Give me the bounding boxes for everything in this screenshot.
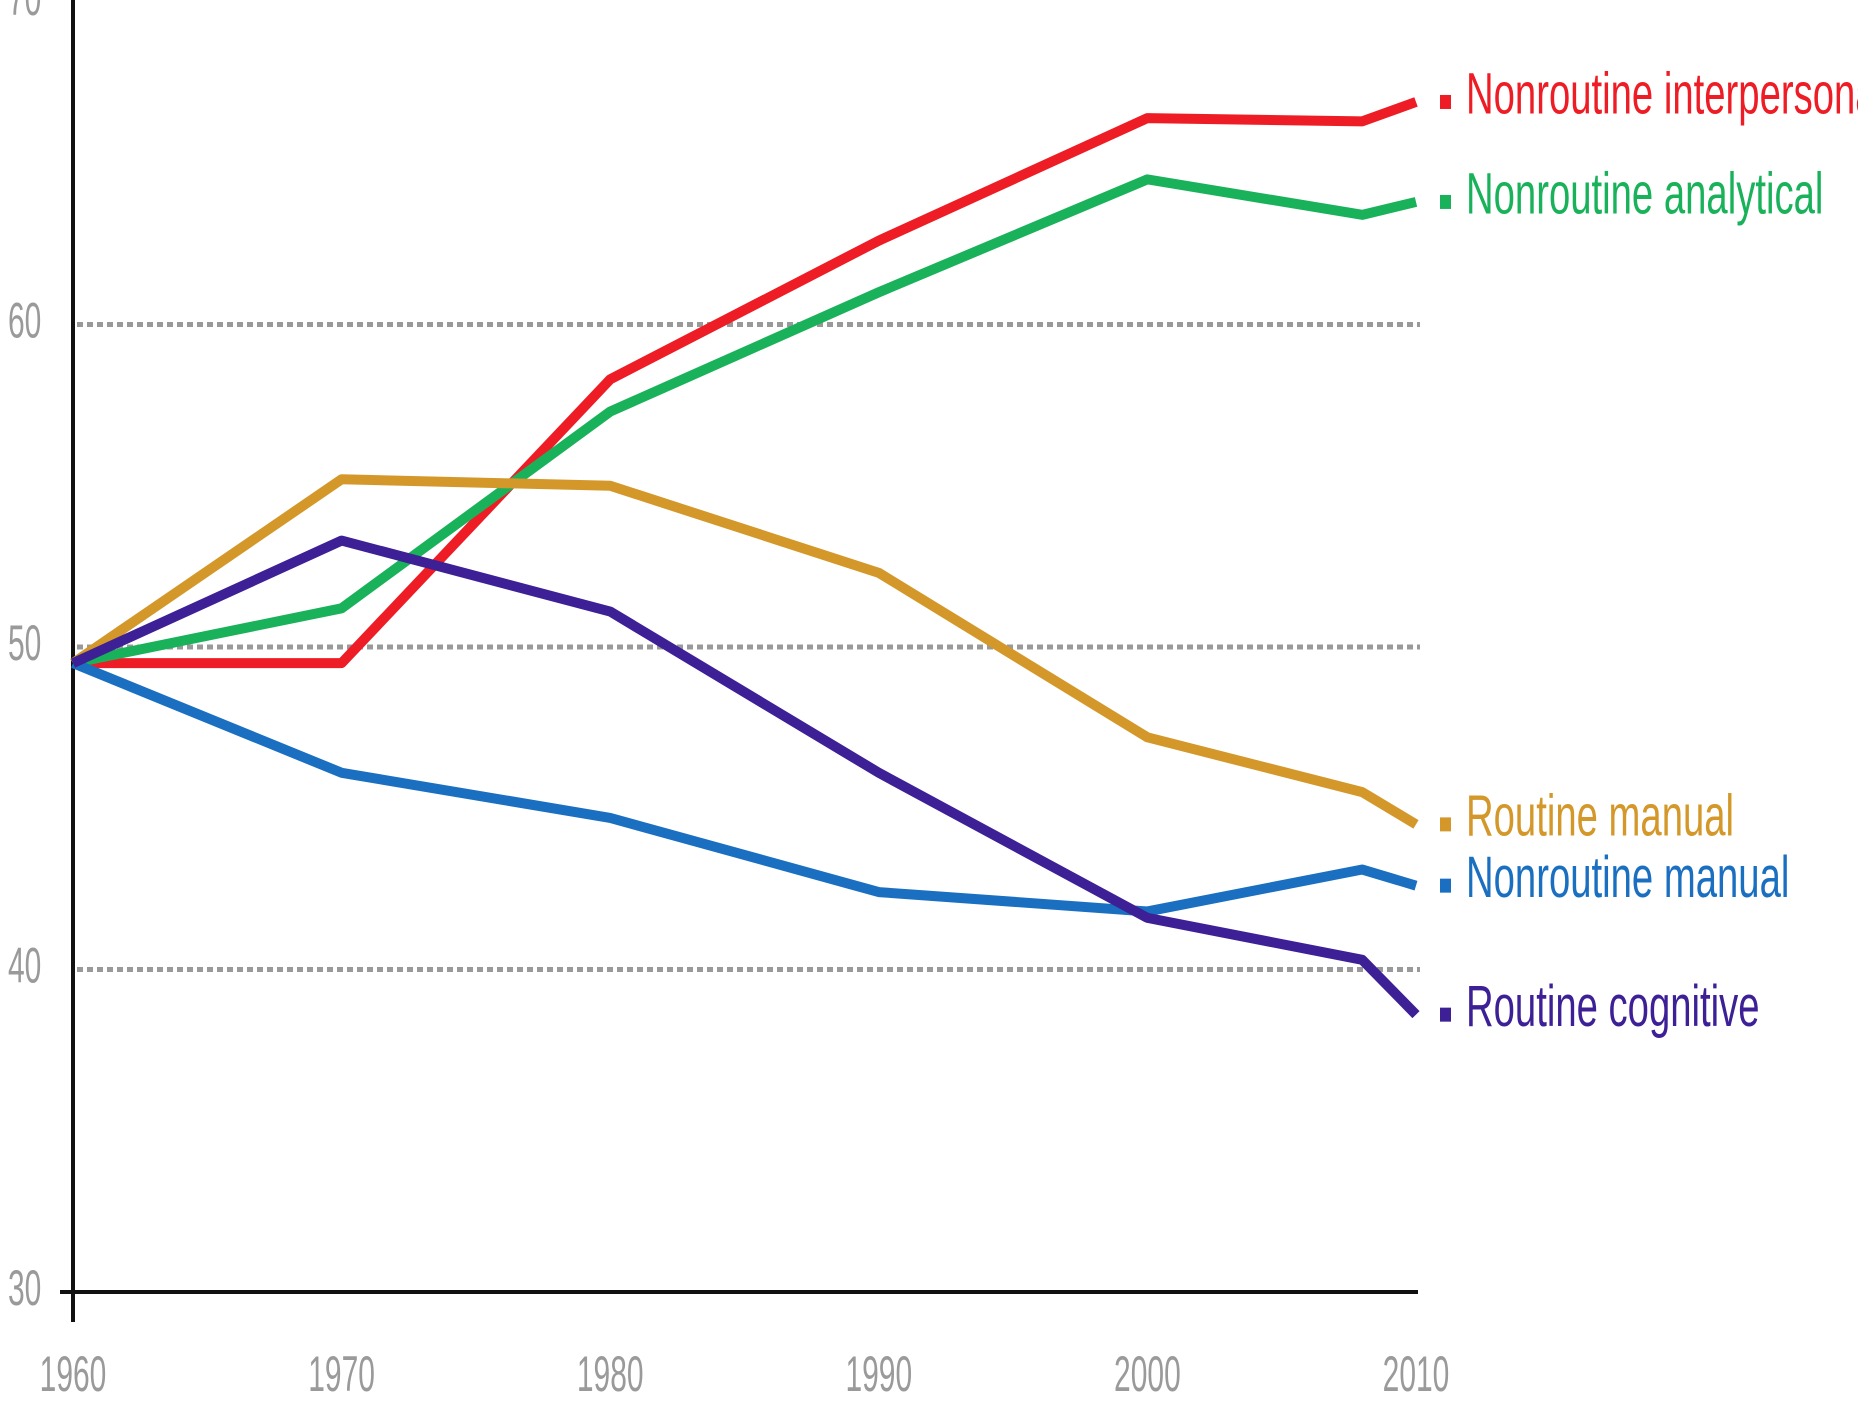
x-tick-label: 1970 <box>308 1346 375 1402</box>
x-tick-group: 1990 <box>845 1346 912 1402</box>
x-tick-group: 1960 <box>40 1346 107 1402</box>
series-line <box>70 535 1420 1019</box>
x-tick-label: 1990 <box>845 1346 912 1402</box>
legend-marker <box>1440 878 1451 893</box>
legend-entry: Nonroutine analytical <box>1466 163 1823 227</box>
y-tick-group: 30 <box>8 1260 41 1316</box>
x-tick-group: 2010 <box>1383 1346 1450 1402</box>
x-tick-group: 1980 <box>577 1346 644 1402</box>
legend-marker <box>1440 94 1451 109</box>
y-tick-group: 70 <box>8 0 41 26</box>
legend-marker <box>1440 817 1451 832</box>
series-line <box>72 174 1418 669</box>
legend-marker <box>1440 194 1451 209</box>
legend-label: Nonroutine manual <box>1466 846 1789 910</box>
series-line <box>70 474 1419 829</box>
x-tick-group: 2000 <box>1114 1346 1181 1402</box>
legend-entry: Routine cognitive <box>1466 975 1760 1039</box>
legend-entry: Routine manual <box>1466 785 1734 849</box>
x-tick-label: 2010 <box>1383 1346 1450 1402</box>
x-tick-label: 2000 <box>1114 1346 1181 1402</box>
y-tick-group: 60 <box>8 293 41 349</box>
y-tick-group: 40 <box>8 938 41 994</box>
y-tick-group: 50 <box>8 615 41 671</box>
y-tick-label: 50 <box>8 615 41 671</box>
series-line <box>71 658 1418 917</box>
legend-label: Routine manual <box>1466 785 1734 849</box>
legend-marker <box>1440 1007 1451 1022</box>
y-tick-label: 40 <box>8 938 41 994</box>
legend-label: Routine cognitive <box>1466 975 1760 1039</box>
x-tick-label: 1980 <box>577 1346 644 1402</box>
y-tick-label: 60 <box>8 293 41 349</box>
x-tick-label: 1960 <box>40 1346 107 1402</box>
legend-label: Nonroutine interpersonal <box>1466 63 1858 127</box>
y-tick-label: 70 <box>8 0 41 26</box>
legend-label: Nonroutine analytical <box>1466 163 1823 227</box>
series-line <box>73 97 1418 669</box>
x-tick-group: 1970 <box>308 1346 375 1402</box>
legend-entry: Nonroutine manual <box>1466 846 1789 910</box>
y-tick-label: 30 <box>8 1260 41 1316</box>
legend-entry: Nonroutine interpersonal <box>1466 63 1858 127</box>
